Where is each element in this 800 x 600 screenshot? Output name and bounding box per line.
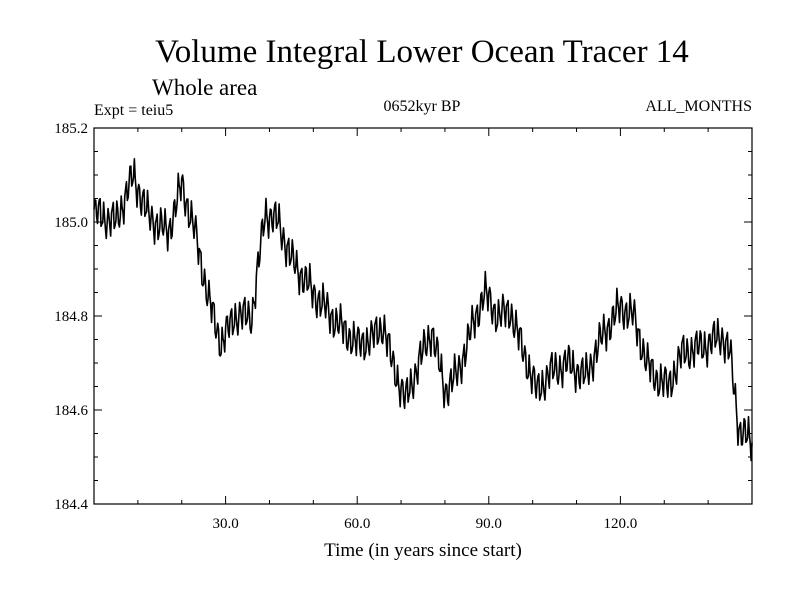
y-tick-label: 184.6 [54,403,88,419]
y-tick-label: 184.4 [54,497,88,513]
y-tick-label: 184.8 [54,309,88,325]
x-tick-label: 60.0 [344,516,370,532]
x-tick-label: 30.0 [212,516,238,532]
series-layer [93,158,753,462]
x-axis-label: Time (in years since start) [324,540,522,561]
chart-subtitle: Whole area [152,75,257,100]
x-tick-label: 90.0 [476,516,502,532]
y-tick-label: 185.2 [54,121,88,137]
months-label: ALL_MONTHS [645,98,752,115]
expt-label: Expt = teiu5 [94,102,173,119]
x-tick-label: 120.0 [604,516,638,532]
ticks-layer: 184.4 184.6 184.8 185.0 185.2 30.0 60.0 90.0 120… [54,121,752,532]
plot-frame [93,127,753,505]
series-line [93,158,753,462]
y-tick-label: 185.0 [54,215,88,231]
period-label: 0652kyr BP [384,98,461,115]
chart-title: Volume Integral Lower Ocean Tracer 14 [155,34,689,70]
